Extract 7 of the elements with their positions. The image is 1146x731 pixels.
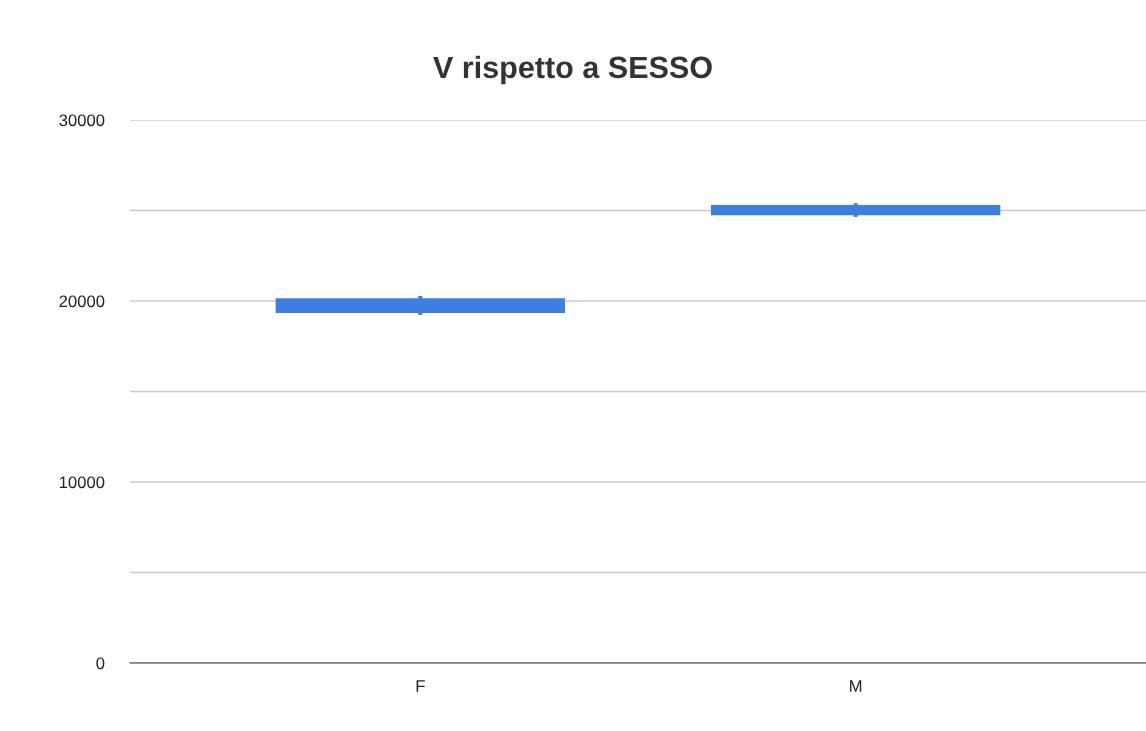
x-tick-label: M [850, 680, 862, 692]
chart-title: V rispetto a SESSO [433, 55, 712, 85]
x-tick-label: F [416, 680, 425, 692]
y-tick-label: 30000 [59, 114, 105, 127]
y-tick-label: 20000 [59, 295, 105, 308]
y-tick-label: 0 [96, 657, 105, 670]
y-tick-label: 10000 [59, 476, 105, 489]
